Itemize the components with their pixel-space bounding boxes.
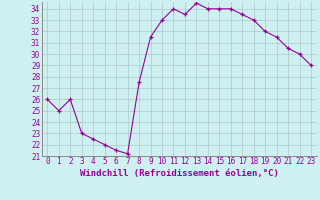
X-axis label: Windchill (Refroidissement éolien,°C): Windchill (Refroidissement éolien,°C) <box>80 169 279 178</box>
